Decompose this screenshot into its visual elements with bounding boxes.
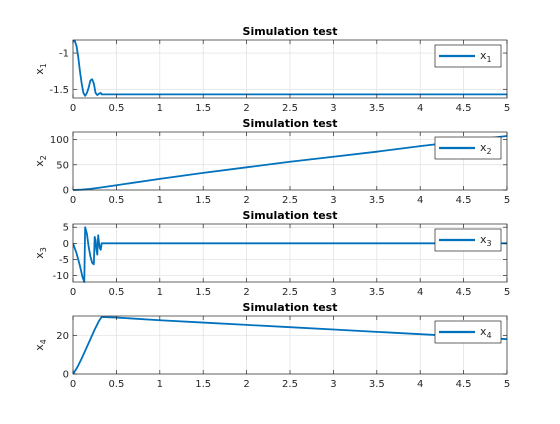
x-tick-label: 5 [504, 103, 510, 114]
x-tick-label: 2 [243, 287, 249, 298]
x-tick-label: 5 [504, 379, 510, 390]
subplot-3: 0 0.5 1 1.5 2 2.5 3 3.5 4 4.5 5 -10 -5 0 5 Simulation t… [33, 209, 510, 298]
legend-entry: x2 [480, 141, 492, 156]
x-tick-label: 1.5 [195, 287, 211, 298]
y-tick-label: -1 [59, 49, 69, 60]
x-tick-label: 2 [243, 379, 249, 390]
subplot-1: 0 0.5 1 1.5 2 2.5 3 3.5 4 4.5 5 -1.5 -1 Simulation te… [33, 25, 510, 114]
y-axis-label: x4 [33, 339, 48, 351]
y-axis-label: x1 [33, 63, 48, 75]
x-tick-label: 0.5 [108, 103, 124, 114]
x-tick-label: 2.5 [282, 195, 298, 206]
legend: x3 [434, 228, 502, 252]
y-tick-label: -10 [53, 271, 69, 282]
y-tick-label: 0 [63, 239, 69, 250]
legend: x4 [434, 320, 502, 344]
series-line-4-1 [73, 316, 507, 375]
x-tick-label: 1 [157, 103, 163, 114]
x-tick-label: 0 [70, 287, 76, 298]
series-line-2-1 [73, 135, 507, 191]
x-tick-label: 0 [70, 195, 76, 206]
series-line-3-1 [73, 226, 507, 283]
subplot-4: 0 0.5 1 1.5 2 2.5 3 3.5 4 4.5 5 0 20 Simulation test x… [33, 301, 510, 390]
x-tick-label: 4.5 [456, 287, 472, 298]
legend-entry: x3 [480, 233, 492, 248]
y-tick-label: 50 [56, 160, 69, 171]
x-tick-label: 3 [330, 103, 336, 114]
x-tick-label: 0.5 [108, 379, 124, 390]
x-tick-label: 2.5 [282, 379, 298, 390]
x-tick-label: 5 [504, 287, 510, 298]
chart-title: Simulation test [243, 25, 338, 38]
legend: x1 [434, 44, 502, 68]
x-tick-label: 0 [70, 379, 76, 390]
x-tick-label: 3.5 [369, 195, 385, 206]
x-tick-label: 3 [330, 379, 336, 390]
x-tick-label: 1.5 [195, 379, 211, 390]
chart-title: Simulation test [243, 209, 338, 222]
y-tick-label: 20 [56, 331, 69, 342]
x-tick-label: 4 [417, 287, 423, 298]
y-tick-label: -5 [59, 255, 69, 266]
x-tick-label: 0 [70, 103, 76, 114]
x-tick-label: 2.5 [282, 103, 298, 114]
x-tick-label: 4 [417, 103, 423, 114]
x-tick-label: 1.5 [195, 195, 211, 206]
x-tick-label: 0.5 [108, 287, 124, 298]
chart-title: Simulation test [243, 117, 338, 130]
legend-entry: x4 [480, 325, 492, 340]
y-tick-label: 100 [50, 135, 69, 146]
x-tick-label: 1 [157, 287, 163, 298]
y-axis-label: x2 [33, 155, 48, 167]
x-tick-label: 3.5 [369, 287, 385, 298]
y-axis-label: x3 [33, 247, 48, 259]
x-tick-label: 4.5 [456, 195, 472, 206]
y-tick-label: 0 [63, 370, 69, 381]
x-tick-label: 4.5 [456, 103, 472, 114]
x-tick-label: 1 [157, 379, 163, 390]
legend-entry: x1 [480, 49, 492, 64]
x-tick-label: 1 [157, 195, 163, 206]
chart-title: Simulation test [243, 301, 338, 314]
x-tick-label: 3.5 [369, 103, 385, 114]
x-tick-label: 1.5 [195, 103, 211, 114]
y-tick-label: 0 [63, 186, 69, 197]
y-tick-label: -1.5 [49, 85, 69, 96]
x-tick-label: 0.5 [108, 195, 124, 206]
x-tick-label: 4 [417, 195, 423, 206]
x-tick-label: 2.5 [282, 287, 298, 298]
series-line-1-1 [73, 39, 507, 97]
legend: x2 [434, 136, 502, 160]
x-tick-label: 4.5 [456, 379, 472, 390]
x-tick-label: 3 [330, 195, 336, 206]
x-tick-label: 3.5 [369, 379, 385, 390]
x-tick-label: 2 [243, 103, 249, 114]
y-tick-label: 5 [63, 223, 69, 234]
x-tick-label: 5 [504, 195, 510, 206]
x-tick-label: 4 [417, 379, 423, 390]
x-tick-label: 3 [330, 287, 336, 298]
x-tick-label: 2 [243, 195, 249, 206]
